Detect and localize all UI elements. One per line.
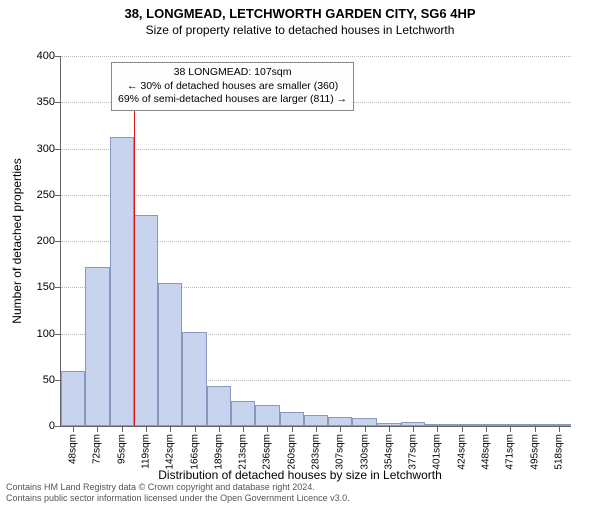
- y-tick: [55, 426, 61, 427]
- x-tick: [73, 426, 74, 432]
- x-tick: [122, 426, 123, 432]
- y-tick-label: 350: [25, 96, 55, 108]
- annotation-line: ← 30% of detached houses are smaller (36…: [118, 80, 347, 94]
- y-tick-label: 300: [25, 143, 55, 155]
- y-tick: [55, 56, 61, 57]
- gridline: [61, 195, 571, 196]
- histogram-bar: [134, 215, 158, 426]
- annotation-line: 69% of semi-detached houses are larger (…: [118, 93, 347, 107]
- x-tick: [486, 426, 487, 432]
- histogram-bar: [328, 417, 352, 426]
- x-tick-label: 236sqm: [262, 434, 273, 470]
- x-tick-label: 448sqm: [481, 434, 492, 470]
- x-tick-label: 307sqm: [335, 434, 346, 470]
- x-tick: [292, 426, 293, 432]
- x-tick-label: 471sqm: [505, 434, 516, 470]
- x-tick-label: 166sqm: [189, 434, 200, 470]
- y-axis-title: Number of detached properties: [10, 158, 24, 323]
- x-tick: [437, 426, 438, 432]
- x-tick-label: 48sqm: [68, 434, 79, 464]
- y-tick-label: 400: [25, 50, 55, 62]
- x-tick: [97, 426, 98, 432]
- chart-area: 05010015020025030035040048sqm72sqm95sqm1…: [60, 56, 570, 426]
- x-tick: [316, 426, 317, 432]
- y-tick: [55, 102, 61, 103]
- x-tick-label: 401sqm: [432, 434, 443, 470]
- x-tick-label: 495sqm: [529, 434, 540, 470]
- x-tick-label: 283sqm: [311, 434, 322, 470]
- histogram-bar: [207, 386, 231, 426]
- histogram-bar: [85, 267, 109, 426]
- histogram-bar: [352, 418, 376, 426]
- annotation-box: 38 LONGMEAD: 107sqm← 30% of detached hou…: [111, 62, 354, 111]
- x-tick: [413, 426, 414, 432]
- x-tick-label: 330sqm: [359, 434, 370, 470]
- annotation-line: 38 LONGMEAD: 107sqm: [118, 66, 347, 80]
- chart-subtitle: Size of property relative to detached ho…: [0, 23, 600, 37]
- y-tick-label: 0: [25, 420, 55, 432]
- y-tick-label: 100: [25, 328, 55, 340]
- x-tick-label: 213sqm: [238, 434, 249, 470]
- x-tick: [559, 426, 560, 432]
- histogram-bar: [110, 137, 134, 426]
- x-tick-label: 260sqm: [286, 434, 297, 470]
- x-tick: [170, 426, 171, 432]
- x-tick-label: 377sqm: [408, 434, 419, 470]
- x-tick: [462, 426, 463, 432]
- footer-line-1: Contains HM Land Registry data © Crown c…: [6, 482, 350, 493]
- x-tick: [267, 426, 268, 432]
- x-tick: [195, 426, 196, 432]
- histogram-bar: [158, 283, 182, 426]
- x-tick-label: 518sqm: [553, 434, 564, 470]
- y-tick: [55, 287, 61, 288]
- gridline: [61, 56, 571, 57]
- x-tick-label: 95sqm: [116, 434, 127, 464]
- x-tick-label: 72sqm: [92, 434, 103, 464]
- y-tick: [55, 195, 61, 196]
- histogram-bar: [61, 371, 85, 427]
- plot-area: 05010015020025030035040048sqm72sqm95sqm1…: [60, 56, 571, 427]
- x-tick: [219, 426, 220, 432]
- y-tick-label: 200: [25, 235, 55, 247]
- x-tick: [243, 426, 244, 432]
- y-tick-label: 150: [25, 281, 55, 293]
- footer-attribution: Contains HM Land Registry data © Crown c…: [6, 482, 350, 504]
- y-tick-label: 50: [25, 374, 55, 386]
- x-tick-label: 119sqm: [141, 434, 152, 469]
- histogram-bar: [182, 332, 206, 426]
- y-tick: [55, 241, 61, 242]
- x-tick: [146, 426, 147, 432]
- x-tick: [389, 426, 390, 432]
- chart-title: 38, LONGMEAD, LETCHWORTH GARDEN CITY, SG…: [0, 6, 600, 21]
- histogram-bar: [304, 415, 328, 426]
- y-tick: [55, 149, 61, 150]
- x-tick: [340, 426, 341, 432]
- x-tick-label: 424sqm: [456, 434, 467, 470]
- x-axis-title: Distribution of detached houses by size …: [0, 468, 600, 482]
- y-tick: [55, 334, 61, 335]
- histogram-bar: [255, 405, 279, 426]
- x-tick-label: 354sqm: [383, 434, 394, 470]
- histogram-bar: [280, 412, 304, 426]
- x-tick: [510, 426, 511, 432]
- footer-line-2: Contains public sector information licen…: [6, 493, 350, 504]
- histogram-bar: [231, 401, 255, 426]
- x-tick: [535, 426, 536, 432]
- x-tick-label: 142sqm: [165, 434, 176, 470]
- x-tick: [365, 426, 366, 432]
- y-tick-label: 250: [25, 189, 55, 201]
- gridline: [61, 149, 571, 150]
- property-marker-line: [134, 86, 135, 426]
- x-tick-label: 189sqm: [213, 434, 224, 470]
